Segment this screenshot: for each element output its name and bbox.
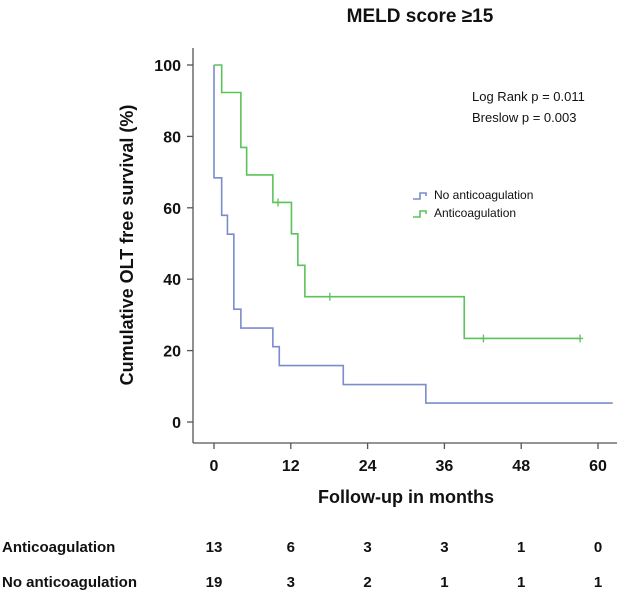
legend-swatch (413, 210, 427, 218)
y-tick-label: 80 (163, 129, 181, 146)
legend-swatch (413, 192, 427, 200)
censor-mark (326, 292, 333, 301)
risk-count: 3 (363, 539, 371, 556)
log-rank-annotation: Log Rank p = 0.011 (472, 89, 585, 104)
y-axis-label: Cumulative OLT free survival (%) (117, 105, 137, 386)
risk-count: 2 (363, 574, 371, 591)
risk-count: 6 (287, 539, 295, 556)
censor-mark (275, 198, 281, 207)
risk-count: 1 (517, 574, 525, 591)
y-tick-label: 20 (163, 344, 181, 361)
risk-count: 13 (206, 539, 223, 556)
y-tick-label: 60 (163, 201, 181, 218)
risk-count: 0 (594, 539, 602, 556)
risk-count: 3 (440, 539, 448, 556)
x-tick-label: 0 (210, 458, 219, 475)
censor-mark (480, 334, 487, 343)
legend: No anticoagulation Anticoagulation (413, 188, 533, 220)
x-tick-label: 24 (359, 458, 377, 475)
risk-count: 1 (517, 539, 525, 556)
risk-count: 19 (206, 574, 223, 591)
x-axis-label: Follow-up in months (318, 487, 494, 507)
legend-label: No anticoagulation (434, 188, 533, 202)
chart-title: MELD score ≥15 (347, 6, 494, 27)
y-tick-label: 40 (163, 272, 181, 289)
legend-label: Anticoagulation (434, 206, 516, 220)
x-tick-label: 12 (282, 458, 300, 475)
risk-count: 3 (287, 574, 295, 591)
y-tick-label: 100 (154, 58, 181, 75)
risk-row-label: Anticoagulation (2, 539, 115, 556)
risk-row-label: No anticoagulation (2, 574, 137, 591)
y-tick-label: 0 (172, 415, 181, 432)
x-tick-label: 48 (512, 458, 530, 475)
censor-mark (577, 334, 584, 343)
breslow-annotation: Breslow p = 0.003 (472, 110, 576, 125)
risk-count: 1 (440, 574, 448, 591)
risk-count: 1 (594, 574, 602, 591)
x-tick-label: 60 (589, 458, 607, 475)
curve-no-anticoagulation (213, 65, 613, 404)
x-tick-label: 36 (436, 458, 454, 475)
